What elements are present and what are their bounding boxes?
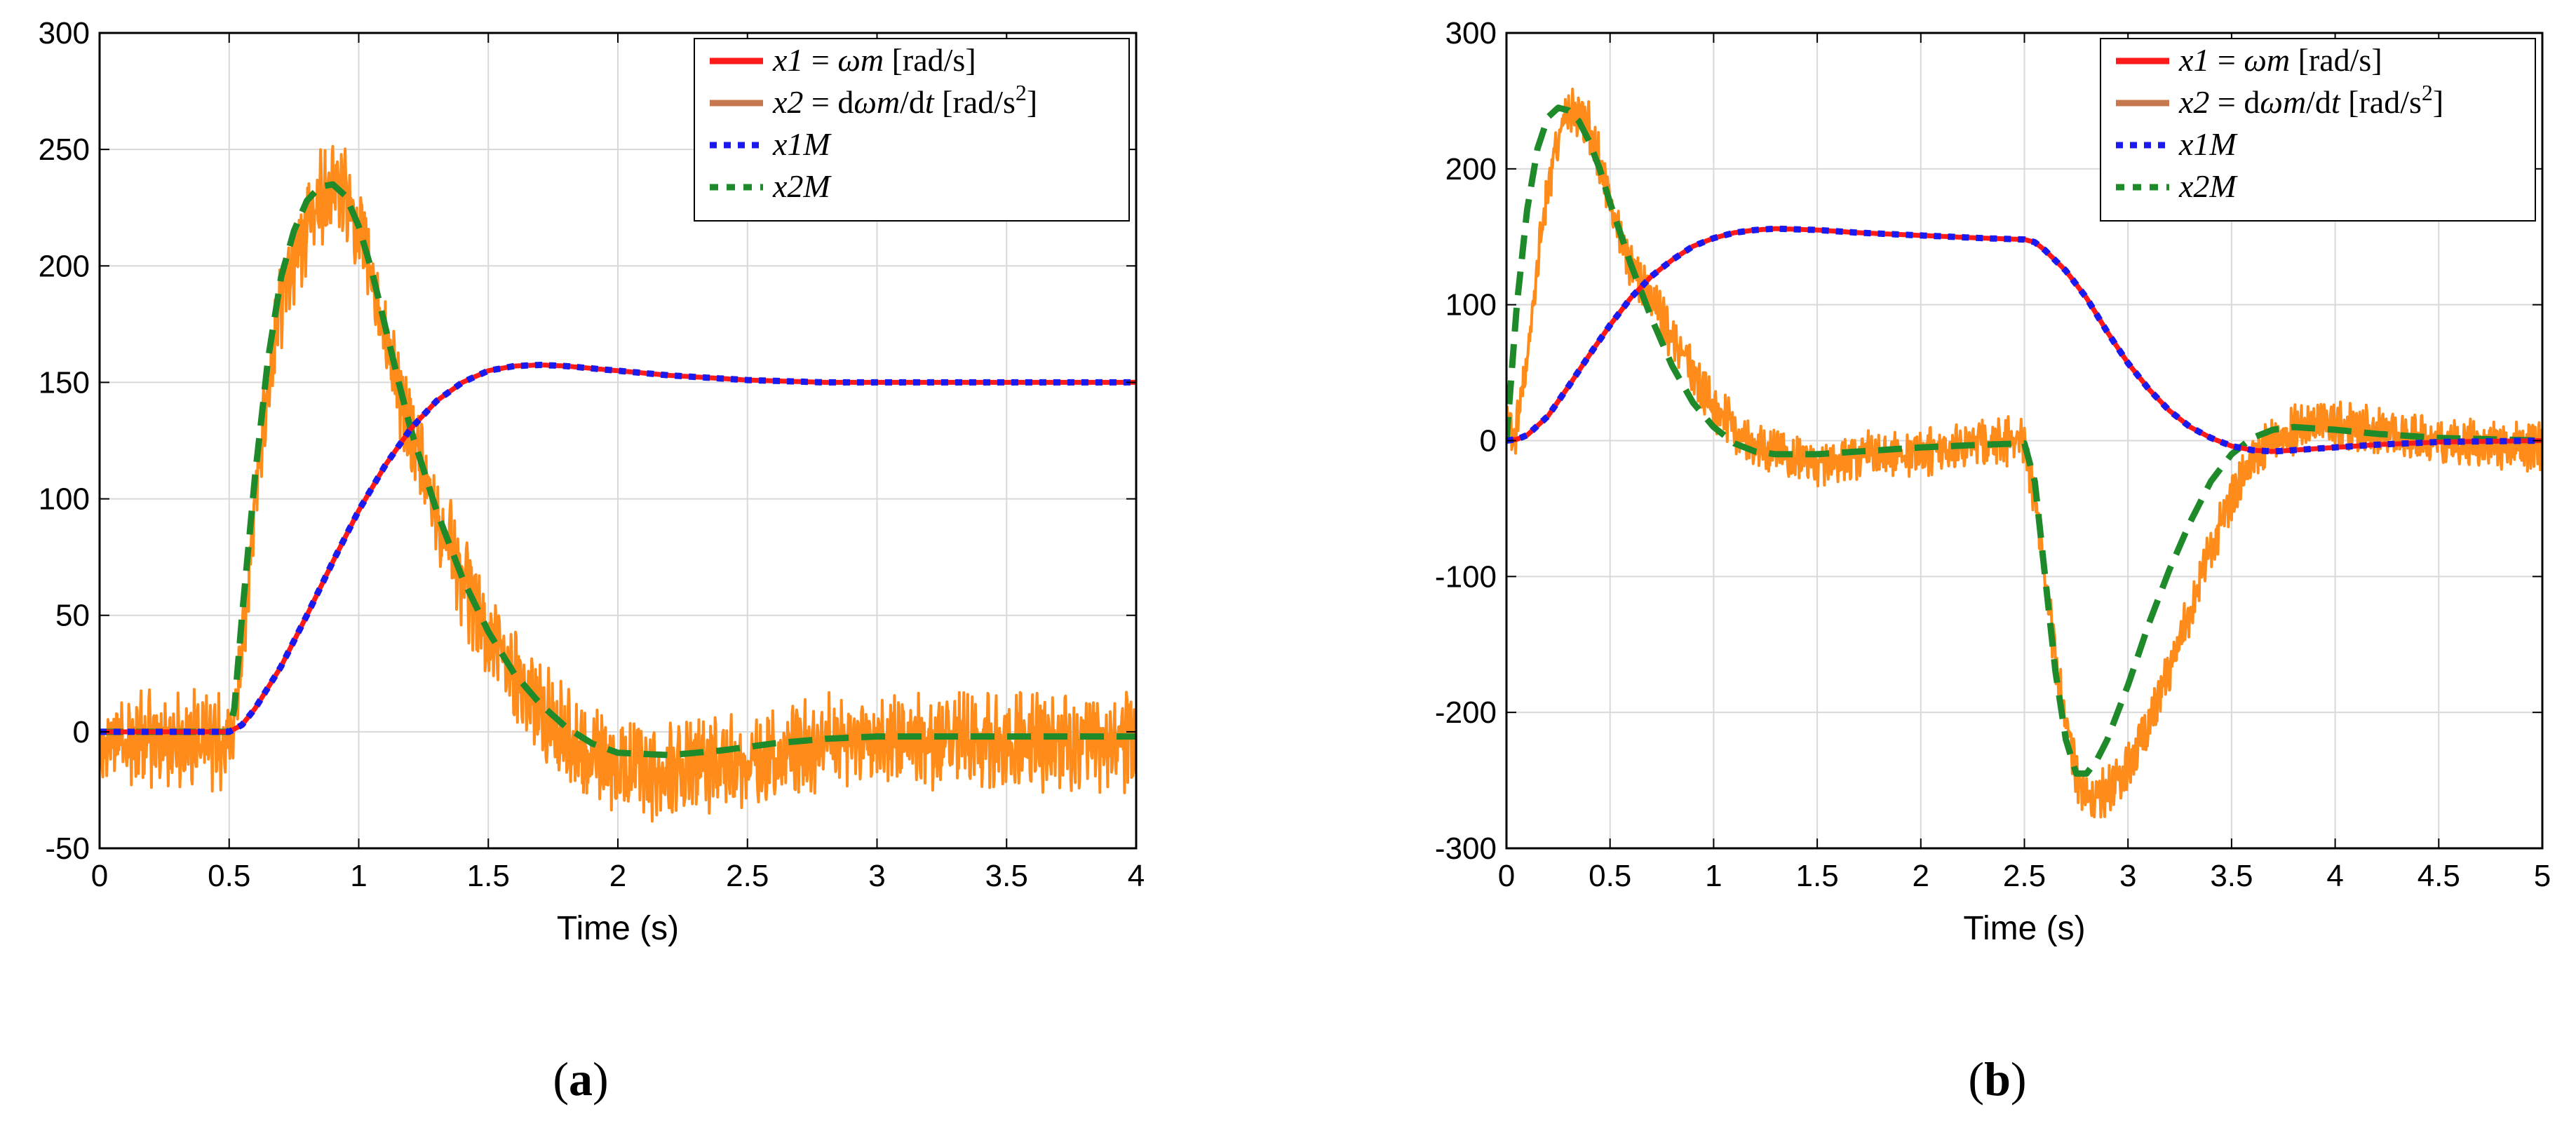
x-tick-label: 4 [2326,859,2343,893]
series-group [100,144,1136,823]
panel-caption: (b) [1968,1052,2026,1106]
legend-box [2100,38,2536,222]
legend-label: x2 = dωm/dt [rad/s2] [772,80,1037,120]
x-tick-label: 2 [609,859,626,893]
x-tick-label: 3 [2119,859,2136,893]
x-tick-label: 1.5 [1796,859,1839,893]
series-line-x2 [100,144,1136,823]
x-tick-label: 0 [1498,859,1515,893]
y-tick-label: -50 [45,831,90,866]
legend: x1 = ωm [rad/s]x2 = dωm/dt [rad/s2] x1M x2… [2100,38,2536,222]
x-tick-label: 2.5 [726,859,769,893]
y-tick-label: 100 [39,482,90,517]
x-tick-label: 4 [1128,859,1145,893]
y-tick-label: 200 [39,249,90,283]
x-tick-label: 4.5 [2417,859,2460,893]
x-tick-label: 2 [1913,859,1929,893]
series-group [1506,88,2542,819]
y-tick-label: 200 [1445,152,1497,186]
y-tick-label: -100 [1435,559,1497,594]
series-line-x2m [100,181,1136,759]
panel-caption: (a) [553,1052,608,1106]
x-axis-label: Time (s) [1963,910,2085,947]
series-line-x1m [1506,225,2542,455]
y-tick-label: -200 [1435,695,1497,730]
x-tick-label: 0.5 [1589,859,1631,893]
y-tick-label: 250 [39,133,90,167]
x-tick-label: 0.5 [208,859,250,893]
x-axis-label: Time (s) [557,910,679,947]
x-tick-label: 3.5 [985,859,1028,893]
chart-panel-a: 0 0.5 1 1.5 2 2.5 3 3.5 4-50050100150200250300Ti… [39,16,1145,1106]
y-tick-label: 300 [1445,16,1497,50]
legend-label: x1M [772,126,832,162]
legend-box [694,38,1130,222]
y-tick-label: 100 [1445,288,1497,322]
legend-label: x1 = ωm [rad/s] [772,42,976,78]
x-tick-label: 0 [91,859,108,893]
y-tick-label: 300 [39,16,90,50]
legend-label: x2 = dωm/dt [rad/s2] [2178,80,2443,120]
y-tick-label: 0 [1480,424,1497,458]
series-line-x1m [100,362,1136,735]
legend-label: x1M [2178,126,2238,162]
y-tick-label: 150 [39,365,90,400]
series-line-x2m [1506,104,2542,777]
chart-panel-b: 0 0.5 1 1.5 2 2.5 3 3.5 4 4.5 5 -300 -200 -100 0 100 200… [1435,16,2551,1106]
y-tick-label: -300 [1435,831,1497,866]
x-tick-label: 1 [350,859,367,893]
x-tick-label: 2.5 [2003,859,2046,893]
legend-label: x2M [2178,168,2238,204]
x-tick-label: 3 [868,859,885,893]
x-tick-label: 1 [1705,859,1722,893]
y-tick-label: 50 [55,599,90,633]
y-tick-label: 0 [73,715,90,749]
legend: x1 = ωm [rad/s]x2 = dωm/dt [rad/s2] x1M x2… [694,38,1130,222]
x-tick-label: 1.5 [467,859,510,893]
x-tick-label: 3.5 [2210,859,2253,893]
legend-label: x1 = ωm [rad/s] [2178,42,2382,78]
x-tick-label: 5 [2534,859,2551,893]
legend-label: x2M [772,168,832,204]
